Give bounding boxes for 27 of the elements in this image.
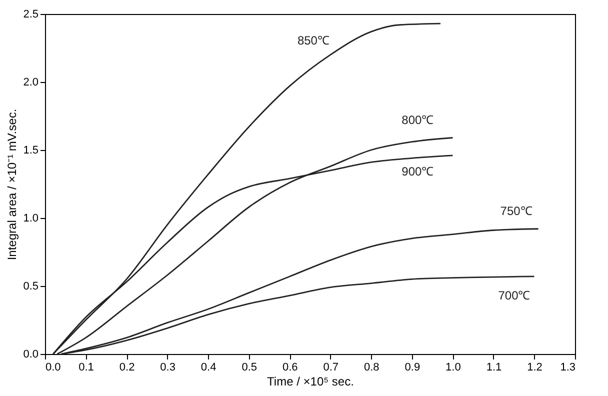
x-tick-label: 0.5 xyxy=(242,362,257,374)
x-tick-label: 0.6 xyxy=(282,362,298,374)
x-tick-label: 0.8 xyxy=(364,362,380,374)
y-axis-title: Integral area / ×10⁻¹ mV.sec. xyxy=(5,108,20,260)
x-tick-label: 0.1 xyxy=(78,362,94,374)
x-tick-label: 0.7 xyxy=(323,362,339,374)
y-tick-label: 2.5 xyxy=(23,8,38,20)
x-tick-label: 1.0 xyxy=(446,362,461,374)
series-label: 800℃ xyxy=(402,112,434,127)
x-tick-label: 1.3 xyxy=(560,362,576,374)
series-label: 900℃ xyxy=(402,164,434,178)
y-tick-label: 1.5 xyxy=(23,144,38,156)
series-label: 700℃ xyxy=(498,288,530,302)
y-tick-label: 0.5 xyxy=(23,280,38,292)
x-tick-label: 1.1 xyxy=(486,362,502,374)
x-tick-label: 0.4 xyxy=(200,362,216,374)
y-tick-label: 0.0 xyxy=(23,348,38,360)
x-tick-label: 0.0 xyxy=(46,362,61,374)
series-label: 750℃ xyxy=(500,204,532,218)
x-axis-title: Time / ×10⁵ sec. xyxy=(267,374,354,388)
x-tick-label: 1.2 xyxy=(527,362,542,374)
y-tick-label: 2.0 xyxy=(23,76,38,88)
x-tick-label: 0.3 xyxy=(160,362,176,374)
x-tick-label: 0.9 xyxy=(404,362,420,374)
y-tick-label: 1.0 xyxy=(23,212,38,224)
series-label: 850℃ xyxy=(297,34,330,48)
x-tick-label: 0.2 xyxy=(119,362,135,374)
